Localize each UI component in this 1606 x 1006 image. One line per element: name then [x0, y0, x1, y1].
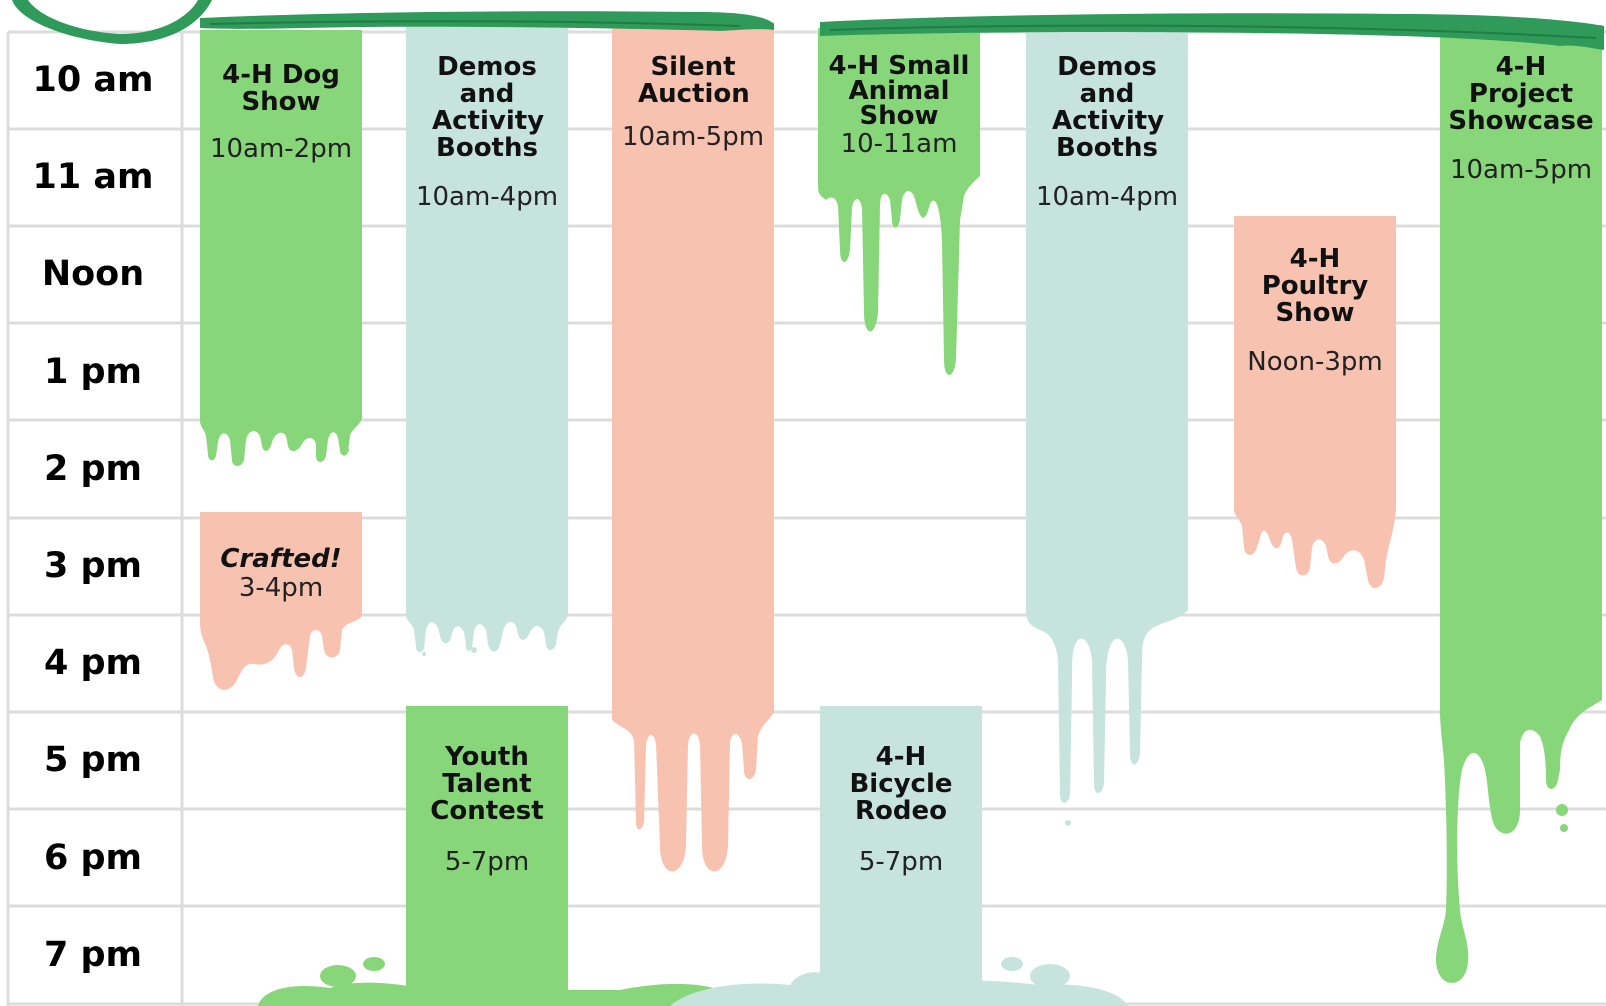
event-time: 10am-5pm [1449, 155, 1593, 185]
event-title: 4-H Dog Show [222, 60, 340, 117]
time-label-5pm: 5 pm [43, 740, 143, 780]
event-silent-auction: Silent Auction 10am-5pm [612, 52, 774, 153]
drip-shape-demos-1 [406, 25, 568, 656]
time-label-3pm: 3 pm [43, 546, 143, 586]
event-crafted: Crafted! 3-4pm [200, 544, 362, 604]
event-dog-show: 4-H Dog Show 10am-2pm [200, 60, 362, 165]
drip-shape-dog-show [200, 30, 362, 466]
time-label-1pm: 1 pm [43, 352, 143, 392]
event-time: 10am-2pm [209, 134, 353, 164]
event-title: 4-H Project Showcase [1448, 52, 1594, 136]
drip-shape-small-animal [818, 28, 980, 375]
event-time: 10am-4pm [415, 182, 559, 212]
drip-shape-project-showcase [1436, 25, 1602, 983]
drip-shape-poultry [1234, 216, 1396, 589]
brush-strokes [12, 0, 1604, 50]
event-time: 10-11am [840, 129, 958, 159]
ground-splash [258, 957, 1128, 1006]
time-label-7pm: 7 pm [43, 935, 143, 975]
event-youth-talent: Youth Talent Contest 5-7pm [406, 742, 568, 878]
block-youth-talent [406, 706, 568, 1006]
event-time: 3-4pm [238, 573, 324, 603]
time-label-11am: 11 am [32, 157, 154, 197]
event-title: Crafted! [220, 544, 342, 574]
drip-shape-demos-2 [1026, 25, 1188, 826]
event-small-animal: 4-H Small Animal Show 10-11am [818, 51, 980, 159]
event-time: 5-7pm [444, 847, 530, 877]
drip-shape-crafted [200, 512, 362, 690]
event-demos-1: Demos and Activity Booths 10am-4pm [406, 52, 568, 213]
event-poultry: 4-H Poultry Show Noon-3pm [1234, 244, 1396, 378]
drip-shape-silent-auction [612, 22, 774, 872]
event-demos-2: Demos and Activity Booths 10am-4pm [1026, 52, 1188, 213]
event-title: 4-H Bicycle Rodeo [849, 742, 953, 826]
event-title: Demos and Activity Booths [432, 52, 545, 163]
event-title: Youth Talent Contest [430, 742, 544, 826]
event-title: 4-H Small Animal Show [828, 51, 970, 131]
event-time: 10am-4pm [1035, 182, 1179, 212]
block-bicycle-rodeo [820, 706, 982, 1006]
event-time: 5-7pm [858, 847, 944, 877]
time-label-10am: 10 am [32, 60, 154, 100]
event-time: 10am-5pm [621, 122, 765, 152]
time-label-2pm: 2 pm [43, 449, 143, 489]
event-project-showcase: 4-H Project Showcase 10am-5pm [1440, 52, 1602, 186]
event-title: Demos and Activity Booths [1052, 52, 1165, 163]
event-title: Silent Auction [638, 52, 750, 109]
time-label-6pm: 6 pm [43, 838, 143, 878]
event-title: 4-H Poultry Show [1261, 244, 1369, 328]
time-label-4pm: 4 pm [43, 643, 143, 683]
event-time: Noon-3pm [1247, 347, 1383, 377]
event-bicycle-rodeo: 4-H Bicycle Rodeo 5-7pm [820, 742, 982, 878]
time-label-noon: Noon [41, 254, 145, 294]
